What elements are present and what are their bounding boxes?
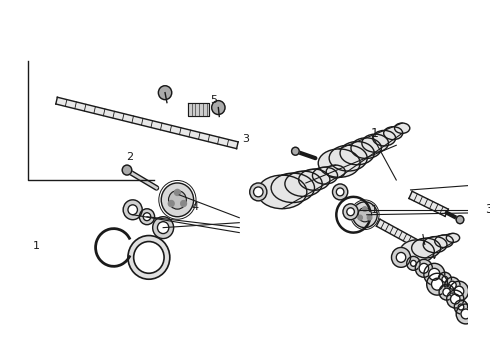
Text: 5: 5 [210,95,217,105]
Circle shape [174,189,180,195]
Circle shape [461,309,470,319]
Circle shape [122,165,132,175]
Circle shape [439,284,454,300]
Circle shape [456,304,475,324]
Circle shape [158,86,172,100]
Ellipse shape [271,173,315,203]
Polygon shape [376,219,438,258]
Circle shape [157,222,169,234]
Circle shape [427,273,448,295]
Ellipse shape [299,169,330,190]
Text: 1: 1 [33,241,40,251]
Circle shape [333,184,348,200]
Ellipse shape [257,175,307,209]
Text: 3: 3 [243,134,250,144]
Circle shape [447,290,464,308]
Circle shape [449,281,468,301]
Circle shape [123,200,142,220]
Ellipse shape [423,237,447,253]
Ellipse shape [373,130,395,146]
Circle shape [336,188,344,196]
Circle shape [128,205,138,215]
Ellipse shape [326,165,345,178]
Circle shape [448,281,456,289]
Ellipse shape [285,171,322,197]
Circle shape [368,215,372,220]
Circle shape [450,294,460,304]
Circle shape [250,183,267,201]
Circle shape [161,183,194,217]
Circle shape [454,300,467,314]
Circle shape [181,201,187,207]
Text: 3: 3 [485,203,490,216]
Circle shape [169,190,186,209]
Circle shape [347,208,354,216]
Circle shape [411,260,416,266]
Ellipse shape [318,149,360,177]
Ellipse shape [435,235,453,248]
Circle shape [419,264,429,273]
Text: 4: 4 [191,202,198,212]
Ellipse shape [400,240,434,263]
Circle shape [358,208,371,222]
Ellipse shape [340,141,374,165]
Circle shape [292,147,299,155]
Circle shape [424,264,445,285]
Circle shape [363,207,367,211]
Circle shape [343,204,358,220]
Circle shape [212,100,225,114]
Polygon shape [56,97,238,149]
Ellipse shape [329,145,367,171]
Circle shape [443,288,450,296]
Text: 1: 1 [370,127,378,140]
Circle shape [454,286,464,296]
Ellipse shape [362,134,389,152]
Circle shape [407,256,420,270]
Circle shape [416,260,432,277]
Ellipse shape [412,238,441,258]
Circle shape [352,202,377,228]
Circle shape [143,213,151,221]
Text: 2: 2 [126,152,133,162]
Circle shape [438,272,451,286]
Circle shape [429,268,440,280]
Ellipse shape [446,233,460,242]
Circle shape [139,209,154,225]
Circle shape [358,215,363,220]
Circle shape [396,252,406,262]
Circle shape [445,277,460,293]
Circle shape [392,247,411,267]
Ellipse shape [394,123,410,133]
Ellipse shape [384,127,403,140]
Ellipse shape [351,138,381,158]
Circle shape [253,187,263,197]
Polygon shape [188,103,209,116]
Circle shape [432,278,443,290]
Circle shape [128,235,170,279]
Circle shape [153,217,173,239]
Circle shape [134,242,164,273]
Ellipse shape [313,167,338,184]
Circle shape [169,201,174,207]
Circle shape [442,276,448,282]
Circle shape [458,304,464,310]
Polygon shape [409,191,448,216]
Text: 1: 1 [371,205,378,215]
Circle shape [456,216,464,224]
